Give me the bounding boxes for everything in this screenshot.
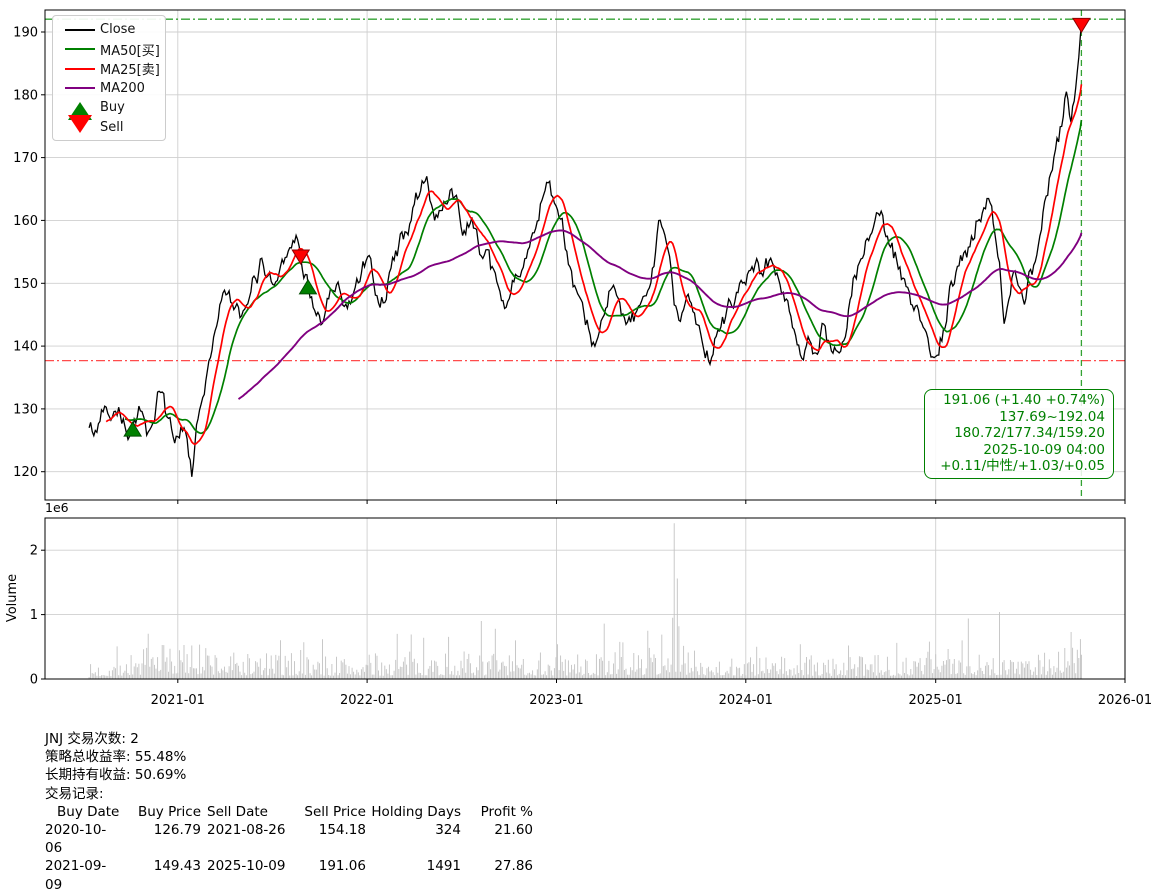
svg-text:2021-01: 2021-01 — [151, 693, 205, 708]
legend-line-swatch — [65, 48, 95, 51]
legend-line-swatch — [65, 67, 95, 70]
trade-table: Buy Date Buy Price Sell Date Sell Price Hold… — [45, 803, 533, 894]
price-plot-border — [44, 9, 1126, 501]
trade-table-header: Buy Date Buy Price Sell Date Sell Price Hold… — [45, 803, 533, 821]
stats-panel: JNJ 交易次数: 2 策略总收益率: 55.48% 长期持有收益: 50.69… — [45, 730, 533, 894]
legend-label: MA25[卖] — [100, 63, 160, 79]
gridlines — [45, 10, 1126, 679]
hold-return-line: 长期持有收益: 50.69% — [45, 767, 187, 784]
svg-text:1e6: 1e6 — [45, 500, 69, 515]
volume-bars — [88, 523, 1082, 679]
svg-text:2: 2 — [30, 544, 38, 559]
line-swatch-icon — [60, 48, 100, 51]
trade-table-header-cell: Sell Date — [207, 803, 268, 820]
trade-table-header-cell: Profit % — [480, 803, 533, 820]
trade-table-cell: 324 — [435, 822, 461, 839]
sell-marker — [1072, 17, 1091, 34]
line-swatch-icon — [60, 28, 100, 31]
svg-text:120: 120 — [13, 465, 38, 480]
stock-strategy-report: { "stats": { "line1": "JNJ 交易次数: 2", "li… — [5, 9, 1153, 893]
trade-table-cell: 2021-08-26 — [207, 822, 286, 839]
volume-axis-label: Volume — [5, 574, 20, 622]
ma25-line — [105, 84, 1083, 446]
ma50-line — [124, 119, 1083, 435]
trade-table-row: 2020-10-06 126.79 2021-08-26 154.18 324 21.60 — [45, 821, 533, 857]
chart-legend: Close MA50[买] MA25[卖] MA200 Buy Sell — [52, 15, 166, 141]
trade-table-cell: 154.18 — [318, 822, 366, 839]
trade-table-row: 2021-09-09 149.43 2025-10-09 191.06 1491 27.8… — [45, 857, 533, 893]
annotation-line: 180.72/177.34/159.20 — [954, 425, 1105, 442]
legend-line-swatch — [65, 87, 95, 90]
legend-label: Sell — [100, 119, 124, 135]
trade-table-header-cell: Sell Price — [304, 803, 366, 820]
strategy-return-line: 策略总收益率: 55.48% — [45, 749, 187, 766]
sell-marker — [291, 249, 311, 265]
legend-label: Close — [100, 22, 136, 38]
quote-annotation: 191.06 (+1.40 +0.74%) 137.69~192.04 180.72… — [924, 389, 1114, 479]
trade-table-header-cell: Buy Date — [57, 803, 120, 820]
triangle-down-icon — [60, 115, 100, 134]
annotation-line: 137.69~192.04 — [999, 408, 1105, 425]
triangle-up-icon — [60, 101, 100, 120]
trade-table-cell: 2020-10-06 — [45, 822, 107, 857]
trade-table-cell: 21.60 — [494, 822, 533, 839]
svg-text:2024-01: 2024-01 — [719, 693, 773, 708]
line-swatch-icon — [60, 87, 100, 90]
legend-item-ma200: MA200 — [60, 79, 165, 99]
trade-table-cell: 2021-09-09 — [45, 858, 107, 893]
trade-table-cell: 1491 — [426, 858, 461, 875]
buy-marker — [298, 278, 318, 295]
svg-text:160: 160 — [13, 214, 38, 229]
svg-text:2025-01: 2025-01 — [908, 693, 962, 708]
trade-table-header-cell: Buy Price — [137, 803, 201, 820]
trade-record-title: 交易记录: — [45, 785, 104, 802]
trade-count-line: JNJ 交易次数: 2 — [45, 731, 139, 747]
annotation-line: 2025-10-09 04:00 — [983, 441, 1105, 458]
legend-label: MA50[买] — [100, 43, 160, 59]
svg-text:0: 0 — [30, 673, 38, 688]
svg-text:2026-01: 2026-01 — [1098, 693, 1152, 708]
svg-text:140: 140 — [13, 340, 38, 355]
trade-table-cell: 2025-10-09 — [207, 858, 286, 875]
legend-item-sell: Sell — [60, 115, 165, 138]
legend-line-swatch — [65, 28, 95, 31]
trade-table-cell: 27.86 — [494, 858, 533, 875]
volume-plot-border — [44, 517, 1126, 680]
price-series — [88, 25, 1083, 477]
svg-text:2022-01: 2022-01 — [340, 693, 394, 708]
legend-item-ma25: MA25[卖] — [60, 59, 165, 79]
buy-marker — [123, 421, 143, 437]
close-line — [88, 25, 1083, 477]
svg-text:1: 1 — [30, 608, 38, 623]
trade-table-cell: 126.79 — [153, 822, 201, 839]
trade-table-cell: 191.06 — [318, 858, 366, 875]
ma200-line — [237, 229, 1083, 400]
annotation-line: 191.06 (+1.40 +0.74%) — [943, 392, 1105, 408]
legend-item-close: Close — [60, 20, 165, 40]
annotation-line: +0.11/中性/+1.03/+0.05 — [940, 458, 1105, 475]
svg-text:190: 190 — [13, 25, 38, 40]
legend-label: Buy — [100, 100, 125, 116]
svg-text:170: 170 — [13, 151, 38, 166]
sell-triangle-icon — [68, 115, 92, 134]
svg-text:180: 180 — [13, 88, 38, 103]
svg-text:150: 150 — [13, 277, 38, 292]
svg-text:2023-01: 2023-01 — [529, 693, 583, 708]
svg-text:130: 130 — [13, 402, 38, 417]
trade-table-header-cell: Holding Days — [371, 803, 461, 820]
legend-item-ma50: MA50[买] — [60, 40, 165, 60]
line-swatch-icon — [60, 67, 100, 70]
legend-label: MA200 — [100, 80, 145, 96]
trade-table-cell: 149.43 — [153, 858, 201, 875]
